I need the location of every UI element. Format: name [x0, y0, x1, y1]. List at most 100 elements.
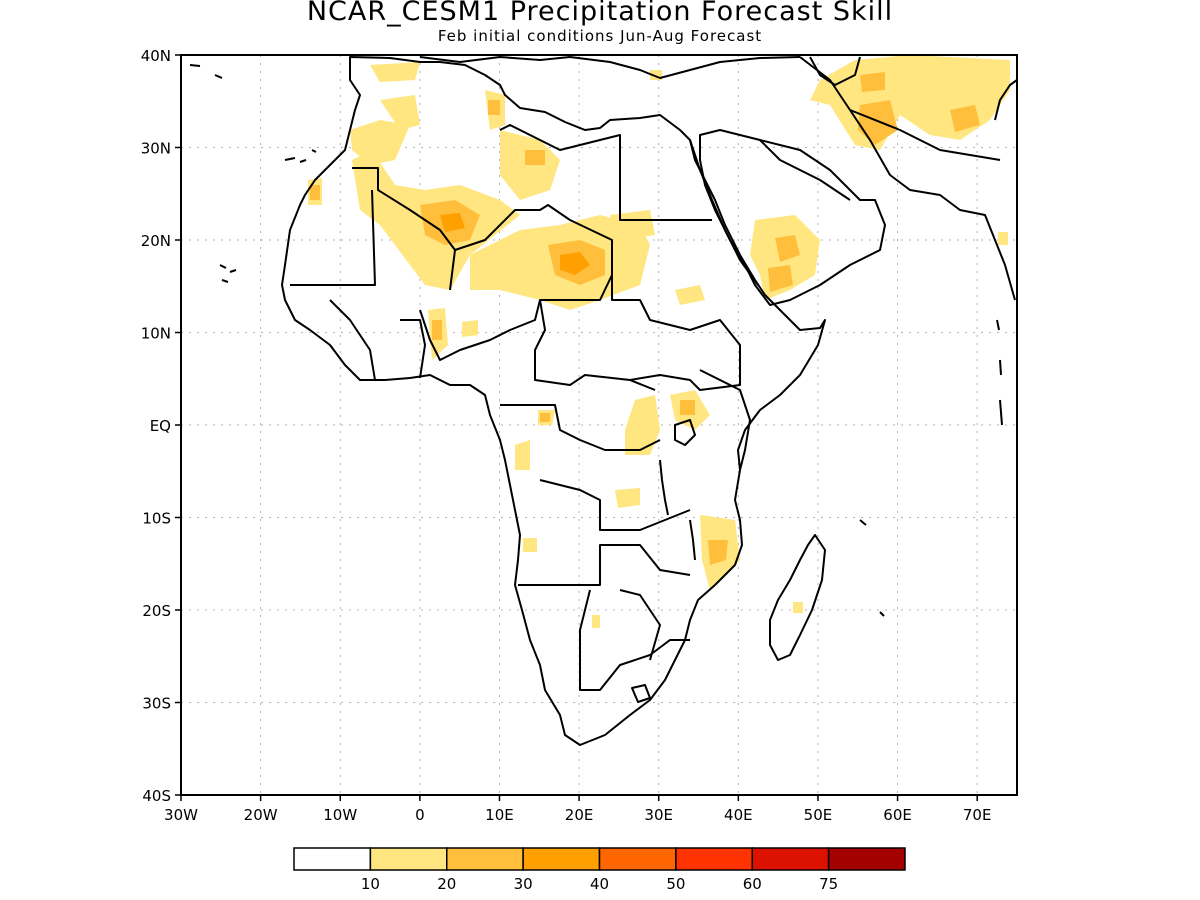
- lon-label: 20W: [244, 806, 278, 824]
- border-11: [619, 589, 661, 661]
- skill-region-morocco-coast: [370, 62, 420, 82]
- border-9: [518, 544, 691, 586]
- canary-islands: [284, 149, 317, 163]
- skill-core-ghana: [432, 320, 442, 340]
- colorbar-swatch: [369, 847, 448, 871]
- lat-label: 30N: [141, 140, 171, 158]
- skill-shading: [308, 55, 1010, 628]
- graticule: [181, 55, 1017, 795]
- skill-core-mauritania: [310, 185, 320, 200]
- lon-label: 50E: [804, 806, 833, 824]
- madagascar-coastline: [769, 534, 826, 661]
- skill-region-madagascar: [793, 602, 803, 613]
- colorbar-swatch: [293, 847, 372, 871]
- lat-label: 20S: [142, 602, 171, 620]
- madeira: [189, 64, 223, 79]
- lake-tanganyika: [659, 459, 669, 516]
- india-west-coast: [994, 79, 1017, 121]
- colorbar: 10 20 30 40 50 60 75: [293, 847, 906, 893]
- map-subtitle: Feb initial conditions Jun-Aug Forecast: [437, 27, 763, 45]
- skill-core-uganda: [680, 400, 695, 415]
- colorbar-label: 40: [590, 875, 609, 893]
- colorbar-swatch: [446, 847, 524, 871]
- skill-region-angola: [523, 538, 537, 552]
- lake-victoria: [674, 419, 696, 446]
- skill-region-zambia: [615, 488, 640, 508]
- skill-region-north-africa: [350, 120, 410, 165]
- maldives: [996, 319, 1003, 426]
- map-title: NCAR_CESM1 Precipitation Forecast Skill: [306, 0, 894, 27]
- cape-verde: [219, 264, 237, 283]
- border-12: [699, 369, 751, 471]
- skill-region-botswana: [592, 615, 600, 628]
- skill-region-atlas: [380, 95, 420, 130]
- lon-label: 20E: [565, 806, 594, 824]
- axis-ticks: [175, 54, 978, 801]
- border-6: [534, 299, 656, 391]
- border-8: [539, 479, 691, 531]
- lon-label: 0: [415, 806, 425, 824]
- caspian: [809, 56, 861, 86]
- skill-peak-west-sahara: [440, 213, 465, 232]
- skill-region-gabon: [515, 440, 530, 470]
- lon-label: 30W: [164, 806, 198, 824]
- coastlines: [189, 56, 1017, 746]
- border-3: [419, 204, 613, 361]
- skill-region-nigeria: [462, 320, 478, 337]
- lake-malawi: [689, 519, 696, 561]
- colorbar-label: 50: [666, 875, 685, 893]
- lat-label: 10N: [141, 325, 171, 343]
- colorbar-label: 30: [514, 875, 533, 893]
- mediterranean-north-coast: [419, 56, 801, 79]
- lon-label: 40E: [724, 806, 753, 824]
- skill-core-caspian: [860, 72, 885, 92]
- lat-label: EQ: [150, 417, 171, 435]
- skill-core-tunisia: [488, 100, 500, 115]
- colorbar-swatch: [522, 847, 601, 871]
- border-14: [329, 299, 376, 381]
- skill-region-india-coast: [998, 232, 1008, 245]
- skill-core-iran: [858, 100, 898, 145]
- skill-core-yemen: [768, 265, 793, 292]
- border-4: [499, 124, 712, 221]
- border-2: [290, 189, 376, 286]
- colorbar-label: 10: [361, 875, 380, 893]
- seychelles: [859, 519, 885, 617]
- skill-core-cameroon: [540, 413, 550, 422]
- skill-core-arabia: [775, 235, 800, 262]
- colorbar-swatch: [675, 847, 753, 871]
- colorbar-swatch: [827, 847, 906, 871]
- skill-peak-chad: [560, 252, 590, 275]
- africa-coastline: [281, 56, 826, 746]
- lon-label: 10W: [323, 806, 357, 824]
- lat-label: 10S: [142, 510, 171, 528]
- border-5: [611, 240, 741, 391]
- colorbar-swatch: [598, 847, 677, 871]
- colorbar-swatch: [751, 847, 830, 871]
- colorbar-label: 60: [743, 875, 762, 893]
- lon-label: 70E: [963, 806, 992, 824]
- colorbar-label: 75: [819, 875, 838, 893]
- skill-region-drc: [625, 395, 660, 455]
- lat-label: 40N: [141, 47, 171, 65]
- lat-label: 20N: [141, 232, 171, 250]
- okavango: [631, 684, 651, 703]
- skill-core-mozambique: [708, 540, 728, 565]
- lon-label: 30E: [644, 806, 673, 824]
- colorbar-label: 20: [437, 875, 456, 893]
- border-13: [400, 319, 426, 379]
- skill-region-ethiopia: [675, 285, 705, 305]
- border-10: [579, 589, 690, 691]
- border-16: [849, 109, 1001, 161]
- persian-gulf-coast: [799, 56, 1016, 301]
- border-15: [759, 139, 851, 201]
- skill-core-libya: [525, 150, 545, 165]
- skill-core-afghan: [950, 105, 980, 132]
- lon-label: 60E: [883, 806, 912, 824]
- lat-label: 30S: [142, 695, 171, 713]
- red-sea-west: [689, 139, 759, 286]
- lat-label: 40S: [142, 787, 171, 805]
- border-7: [500, 404, 661, 451]
